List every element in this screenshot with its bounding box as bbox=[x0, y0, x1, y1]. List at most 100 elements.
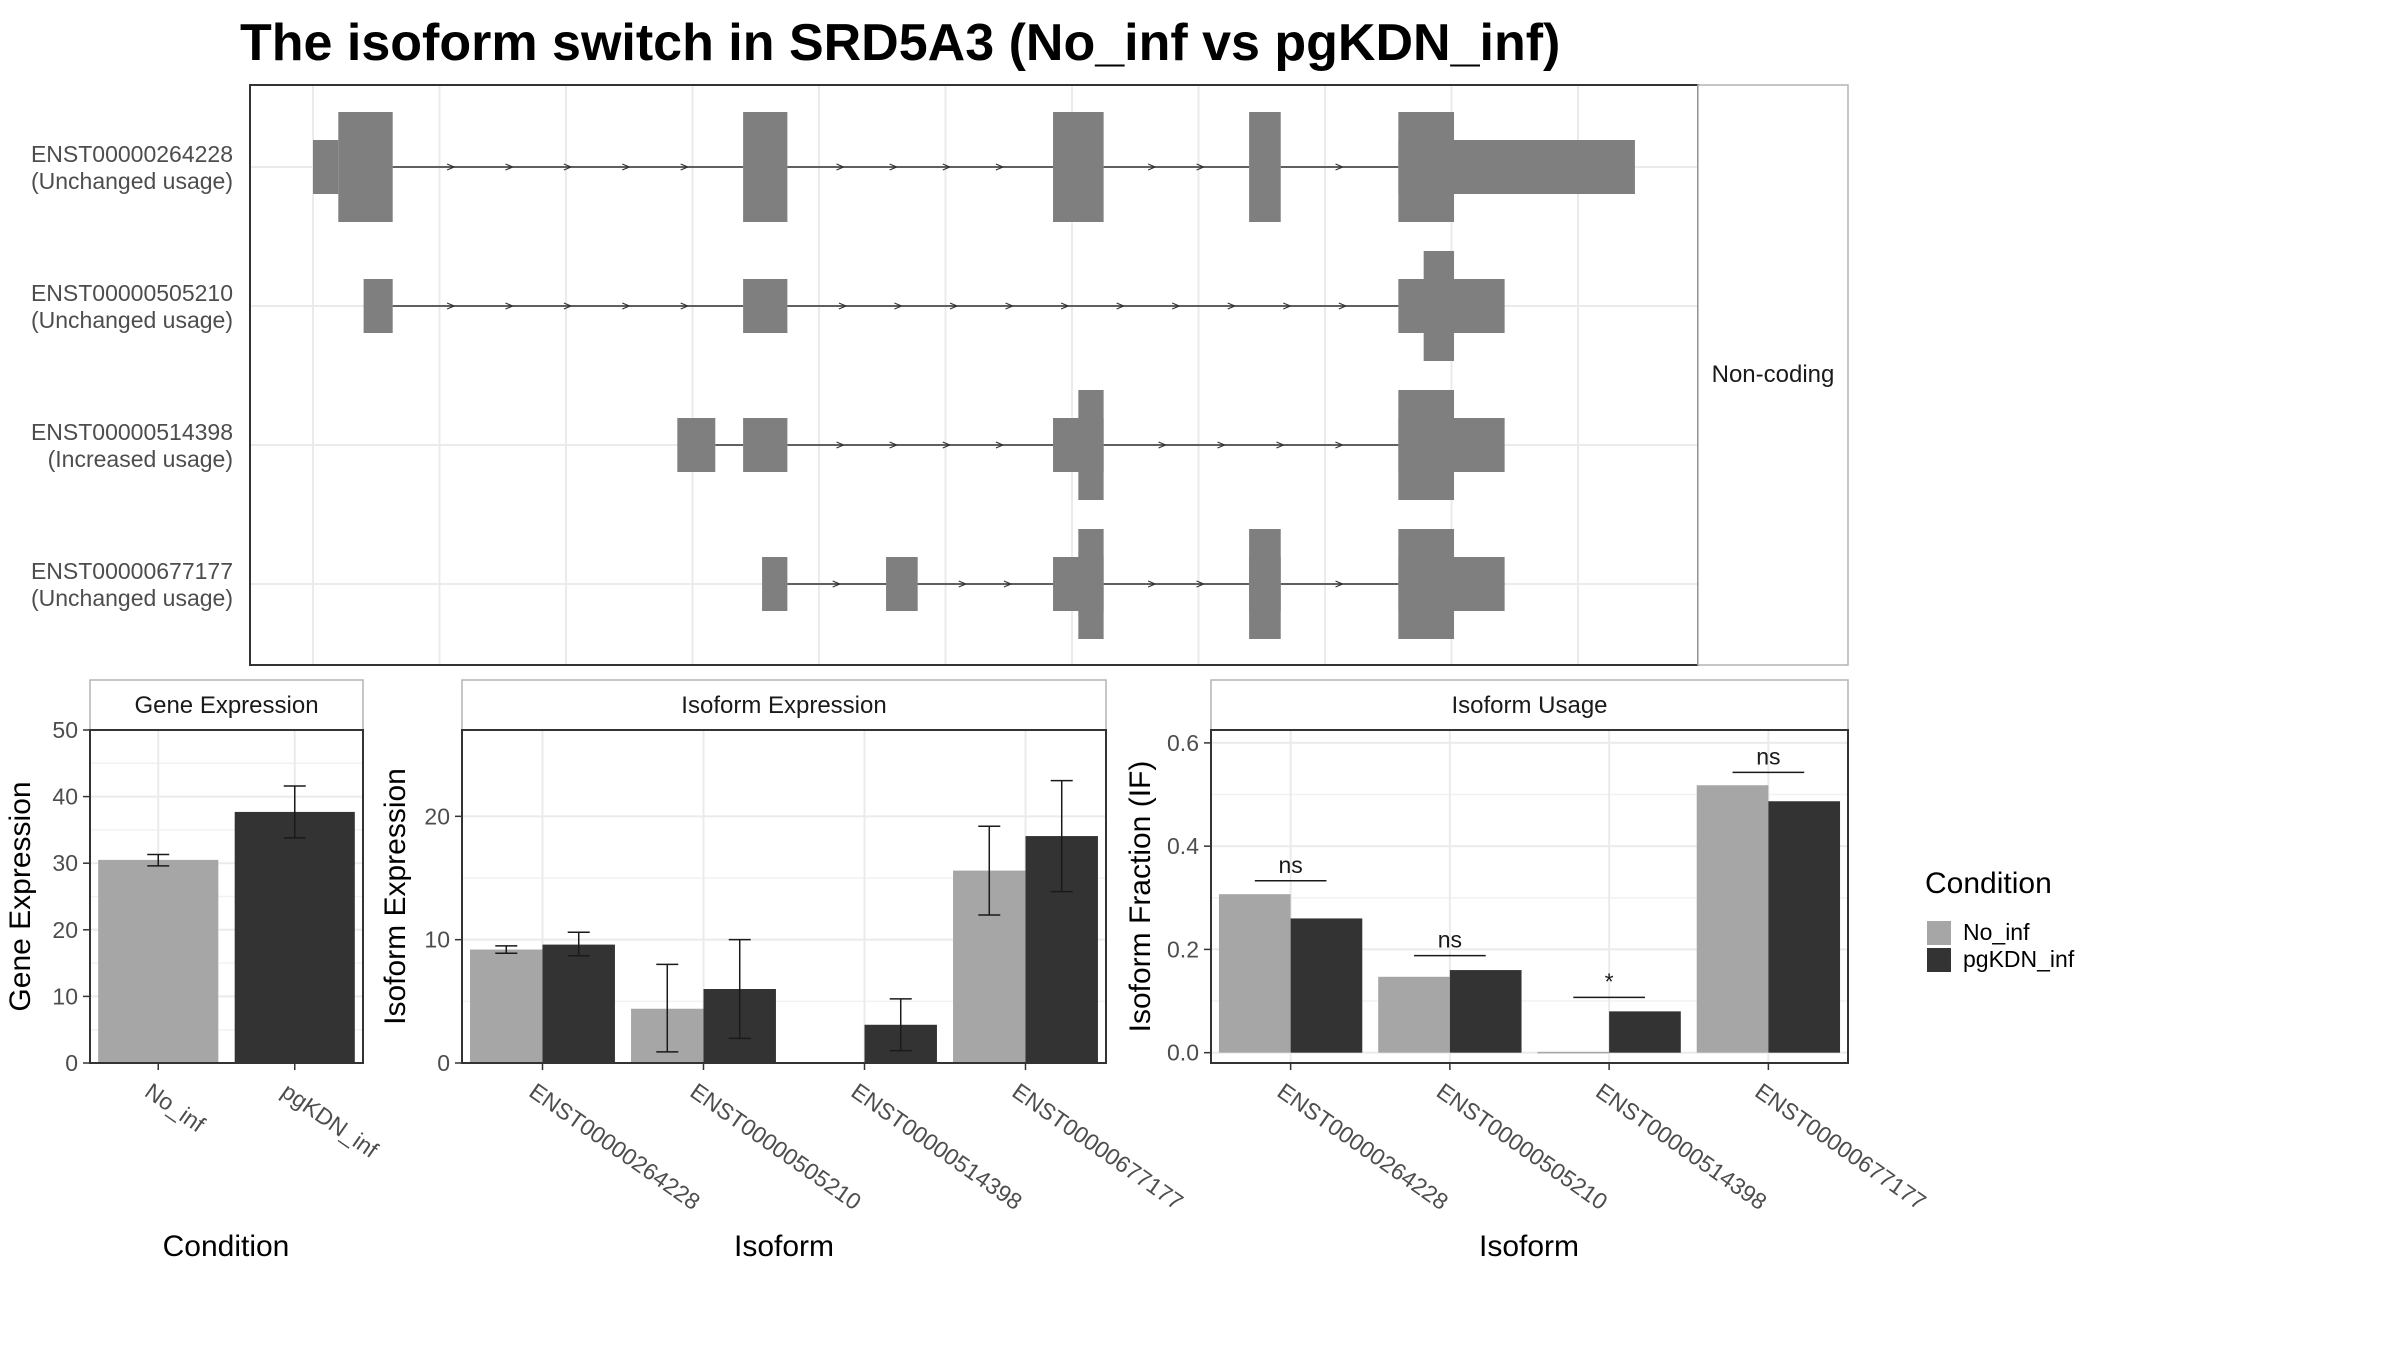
panel-border bbox=[1210, 729, 1849, 1064]
bar bbox=[1218, 894, 1291, 1053]
intron-arrow bbox=[622, 163, 631, 171]
intron-arrow bbox=[1147, 163, 1157, 171]
intron-arrow bbox=[1116, 302, 1126, 310]
intron-arrow bbox=[1003, 580, 1013, 588]
transcript-track: ENST00000514398(Increased usage) bbox=[31, 390, 1505, 500]
transcript-id-label: ENST00000505210 bbox=[31, 280, 233, 306]
panel-border bbox=[89, 729, 364, 1064]
coding-exon bbox=[1053, 112, 1104, 222]
significance-label: ns bbox=[1278, 852, 1302, 878]
intron-arrow bbox=[563, 163, 573, 171]
x-tick-label: ENST00000677177 bbox=[1008, 1078, 1188, 1215]
legend-key bbox=[1927, 948, 1951, 972]
y-axis-title: Gene Expression bbox=[4, 781, 37, 1011]
y-tick-label: 40 bbox=[52, 784, 78, 810]
utr-exon bbox=[743, 418, 788, 472]
intron-arrow bbox=[446, 302, 456, 310]
x-tick-label: ENST00000677177 bbox=[1751, 1078, 1931, 1215]
y-axis-title: Isoform Fraction (IF) bbox=[1124, 761, 1157, 1033]
transcript-track: ENST00000505210(Unchanged usage) bbox=[31, 251, 1505, 361]
transcript-structure-panel: ENST00000264228(Unchanged usage)ENST0000… bbox=[31, 84, 1849, 666]
y-tick-label: 0.0 bbox=[1167, 1040, 1199, 1066]
bar bbox=[470, 949, 543, 1063]
x-tick-label: ENST00000514398 bbox=[1591, 1078, 1771, 1215]
transcript-usage-label: (Unchanged usage) bbox=[31, 307, 233, 333]
significance-label: * bbox=[1605, 968, 1614, 994]
intron-arrow bbox=[889, 163, 899, 171]
intron-arrow bbox=[505, 302, 515, 310]
structure-strip-box bbox=[1697, 84, 1849, 666]
intron-arrow bbox=[622, 302, 631, 310]
y-tick-label: 10 bbox=[52, 983, 78, 1009]
transcript-id-label: ENST00000514398 bbox=[31, 419, 233, 445]
intron-arrow bbox=[563, 302, 573, 310]
intron-arrow bbox=[1283, 302, 1292, 310]
transcript-id-label: ENST00000264228 bbox=[31, 141, 233, 167]
bar bbox=[98, 859, 219, 1063]
intron-arrow bbox=[838, 302, 848, 310]
y-axis-title: Isoform Expression bbox=[379, 768, 412, 1025]
x-axis-title: Condition bbox=[163, 1230, 290, 1263]
legend-item-label: pgKDN_inf bbox=[1963, 946, 2075, 972]
y-tick-label: 0 bbox=[437, 1050, 450, 1076]
y-tick-label: 50 bbox=[52, 717, 78, 743]
figure-title: The isoform switch in SRD5A3 (No_inf vs … bbox=[240, 14, 1560, 72]
intron-arrow bbox=[505, 163, 515, 171]
bar-series-group: ns ns * ns bbox=[1218, 743, 1841, 1054]
x-tick-label: ENST00000505210 bbox=[686, 1078, 866, 1215]
panel-strip-label: Isoform Expression bbox=[681, 692, 886, 719]
isoform-expression-panel: Isoform Expression01020ENST00000264228EN… bbox=[379, 679, 1188, 1263]
x-tick-label: ENST00000505210 bbox=[1432, 1078, 1612, 1215]
intron-arrow bbox=[446, 163, 456, 171]
coding-exon bbox=[1423, 251, 1455, 361]
intron-arrow bbox=[889, 441, 899, 449]
y-tick-label: 10 bbox=[424, 927, 450, 953]
utr-exon bbox=[363, 279, 393, 333]
intron-arrow bbox=[894, 302, 903, 310]
bar bbox=[1449, 970, 1522, 1053]
transcript-usage-label: (Increased usage) bbox=[48, 446, 233, 472]
x-tick-label: ENST00000264228 bbox=[525, 1078, 705, 1215]
legend-item-label: No_inf bbox=[1963, 919, 2030, 945]
intron-arrow bbox=[836, 163, 846, 171]
x-tick-label: ENST00000514398 bbox=[847, 1078, 1027, 1215]
utr-exon bbox=[886, 557, 918, 611]
panel-strip-label: Gene Expression bbox=[134, 692, 318, 719]
intron-arrow bbox=[1227, 302, 1237, 310]
coding-exon bbox=[743, 112, 788, 222]
intron-arrow bbox=[832, 580, 842, 588]
intron-arrow bbox=[1005, 302, 1015, 310]
bar-series-group bbox=[98, 785, 355, 1063]
y-tick-label: 20 bbox=[424, 803, 450, 829]
intron-arrow bbox=[1158, 441, 1168, 449]
bar bbox=[234, 811, 355, 1063]
intron-arrow bbox=[1147, 580, 1157, 588]
intron-arrow bbox=[1171, 302, 1181, 310]
intron-arrow bbox=[995, 441, 1005, 449]
bar bbox=[1609, 1011, 1681, 1053]
utr-exon bbox=[313, 140, 339, 194]
panel-strip-label: Isoform Usage bbox=[1451, 692, 1607, 719]
intron-arrow bbox=[1196, 163, 1206, 171]
intron-arrow bbox=[1338, 302, 1348, 310]
y-tick-label: 0.2 bbox=[1167, 936, 1199, 962]
legend-key bbox=[1927, 921, 1951, 945]
panel-strip bbox=[461, 679, 1107, 731]
intron-arrow bbox=[1060, 302, 1070, 310]
utr-exon bbox=[762, 557, 788, 611]
intron-arrow bbox=[1335, 441, 1344, 449]
utr-exon bbox=[743, 279, 788, 333]
bar bbox=[542, 944, 615, 1063]
transcript-usage-label: (Unchanged usage) bbox=[31, 168, 233, 194]
y-tick-label: 0 bbox=[65, 1050, 78, 1076]
coding-exon bbox=[1249, 112, 1281, 222]
intron-arrow bbox=[836, 441, 846, 449]
significance-label: ns bbox=[1438, 927, 1462, 953]
coding-exon bbox=[1249, 529, 1281, 639]
intron-arrow bbox=[1217, 441, 1227, 449]
intron-arrow bbox=[1196, 580, 1206, 588]
bar-series-group bbox=[470, 779, 1098, 1064]
coding-exon bbox=[1078, 529, 1104, 639]
panel-strip bbox=[89, 679, 364, 731]
